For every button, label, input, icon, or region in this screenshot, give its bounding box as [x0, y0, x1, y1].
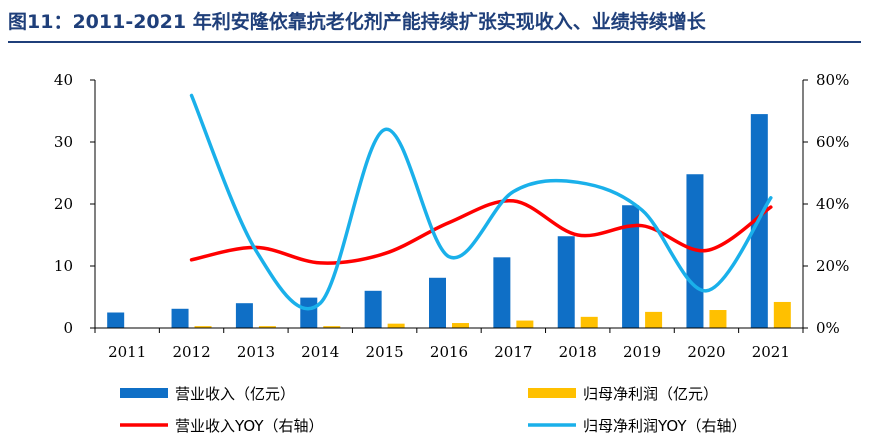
x-tick-label: 2016 — [430, 343, 468, 361]
bar-profit-2016 — [452, 323, 469, 328]
legend-layer: 营业收入（亿元） 归母净利润（亿元） 营业收入YOY（右轴） 归母净利润YOY（右轴） — [120, 385, 747, 435]
title-rule — [8, 41, 861, 43]
bar-revenue-2014 — [300, 297, 318, 328]
left-tick-label: 20 — [54, 195, 73, 213]
legend-label: 归母净利润（亿元） — [583, 385, 718, 403]
legend-label: 营业收入（亿元） — [175, 385, 295, 403]
legend-swatch — [528, 388, 576, 398]
bar-profit-2017 — [516, 320, 534, 328]
left-tick-label: 0 — [63, 319, 73, 337]
bar-revenue-2011 — [107, 312, 125, 328]
right-tick-label: 0% — [816, 319, 840, 337]
bar-revenue-2013 — [235, 303, 253, 328]
bar-profit-2020 — [709, 310, 727, 328]
left-tick-label: 30 — [54, 133, 73, 151]
bar-revenue-2015 — [364, 290, 382, 328]
legend-label: 营业收入YOY（右轴） — [175, 417, 324, 435]
bar-profit-2014 — [323, 326, 341, 328]
bar-profit-2021 — [773, 301, 791, 328]
right-tick-label: 40% — [816, 195, 849, 213]
right-tick-label: 20% — [816, 257, 849, 275]
bar-revenue-2016 — [429, 277, 446, 328]
bar-profit-2015 — [387, 323, 405, 328]
bar-profit-2012 — [194, 326, 212, 328]
legend-swatch — [120, 388, 168, 398]
x-tick-label: 2017 — [494, 343, 532, 361]
x-tick-label: 2020 — [687, 343, 725, 361]
line-profit-yoy — [189, 93, 773, 311]
x-tick-label: 2021 — [752, 343, 790, 361]
x-tick-label: 2013 — [237, 343, 275, 361]
x-tick-label: 2014 — [301, 343, 339, 361]
bar-revenue-2012 — [171, 308, 189, 328]
left-tick-label: 40 — [54, 71, 73, 89]
right-tick-label: 60% — [816, 133, 849, 151]
legend-label: 归母净利润YOY（右轴） — [583, 417, 747, 435]
line-revenue-yoy — [189, 199, 773, 265]
bar-revenue-2018 — [557, 236, 575, 328]
x-tick-label: 2011 — [108, 343, 146, 361]
x-tick-label: 2012 — [172, 343, 210, 361]
x-tick-label: 2019 — [623, 343, 661, 361]
bar-revenue-2019 — [622, 205, 640, 328]
left-tick-label: 10 — [54, 257, 73, 275]
bar-profit-2013 — [258, 326, 276, 328]
x-tick-label: 2018 — [559, 343, 597, 361]
lines-layer — [189, 93, 773, 311]
x-tick-label: 2015 — [366, 343, 404, 361]
bar-revenue-2017 — [493, 257, 511, 328]
bar-profit-2018 — [580, 316, 598, 328]
bars-layer — [107, 114, 791, 328]
bar-profit-2019 — [645, 311, 663, 328]
figure-title: 图11：2011-2021 年利安隆依靠抗老化剂产能持续扩张实现收入、业绩持续增… — [8, 11, 706, 33]
right-tick-label: 80% — [816, 71, 849, 89]
axes-layer: 0 10 20 30 40 0% 20% 40% 60% 80% 2011 2012 2013 2014 2… — [54, 71, 849, 361]
